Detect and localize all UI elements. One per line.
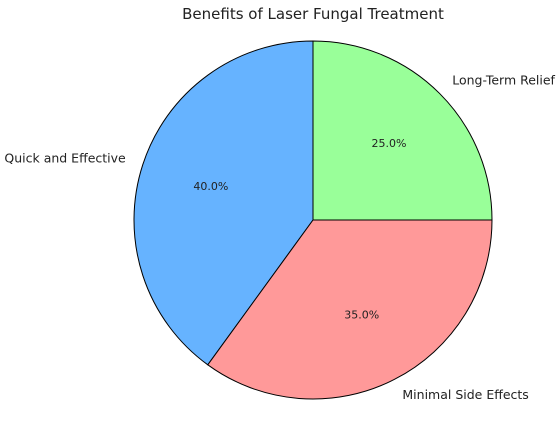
pie-slice-long-term-relief — [312, 40, 493, 221]
chart-title: Benefits of Laser Fungal Treatment — [182, 5, 444, 23]
pie-slices — [133, 40, 493, 400]
pie-slice-minimal-side-effects — [207, 219, 493, 400]
slice-label-quick-and-effective: Quick and Effective — [4, 151, 126, 166]
pie-labels: Quick and Effective 40.0% Minimal Side Eff… — [4, 72, 555, 402]
slice-label-long-term-relief: Long-Term Relief — [452, 72, 555, 87]
slice-label-minimal-side-effects: Minimal Side Effects — [402, 387, 528, 402]
slice-percent-long-term-relief: 25.0% — [371, 137, 406, 150]
slice-percent-quick-and-effective: 40.0% — [193, 180, 228, 193]
slice-percent-minimal-side-effects: 35.0% — [344, 309, 379, 322]
pie-slice-quick-and-effective — [133, 40, 314, 366]
